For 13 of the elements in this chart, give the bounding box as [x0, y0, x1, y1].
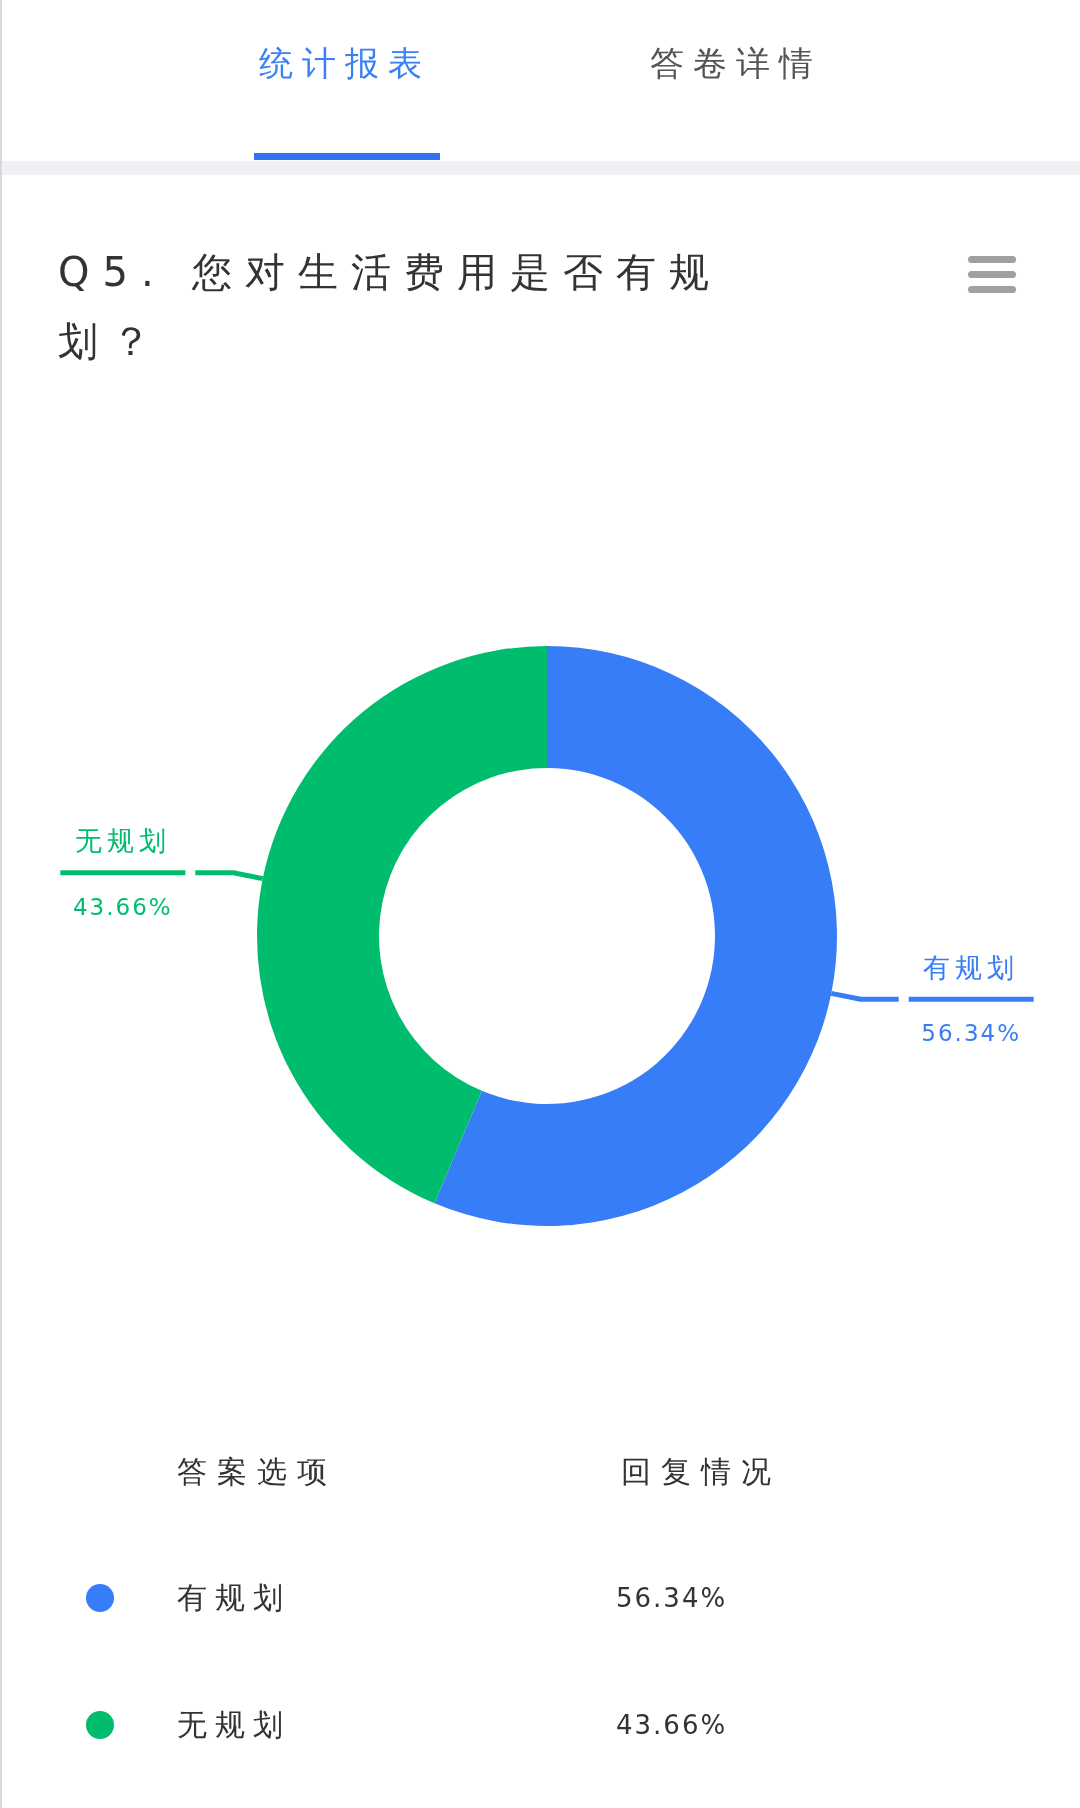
text: 答卷详情	[650, 43, 822, 83]
slice-label: 有规划	[923, 951, 1020, 983]
data-label: 43.66%	[72, 893, 173, 920]
text: 56.34%	[616, 1583, 728, 1613]
text: 统计报表	[259, 43, 431, 83]
legend-label: 有规划	[177, 1580, 291, 1615]
legend-label: 无规划	[177, 1707, 291, 1742]
text: 答案选项	[177, 1454, 337, 1489]
chart-title: Q5. 您对生活费用是否有规划？	[58, 249, 723, 364]
text: 43.66%	[616, 1710, 728, 1740]
slice-label: 无规划	[74, 825, 171, 857]
data-label: 56.34%	[921, 1020, 1022, 1047]
text: 回复情况	[621, 1454, 781, 1489]
